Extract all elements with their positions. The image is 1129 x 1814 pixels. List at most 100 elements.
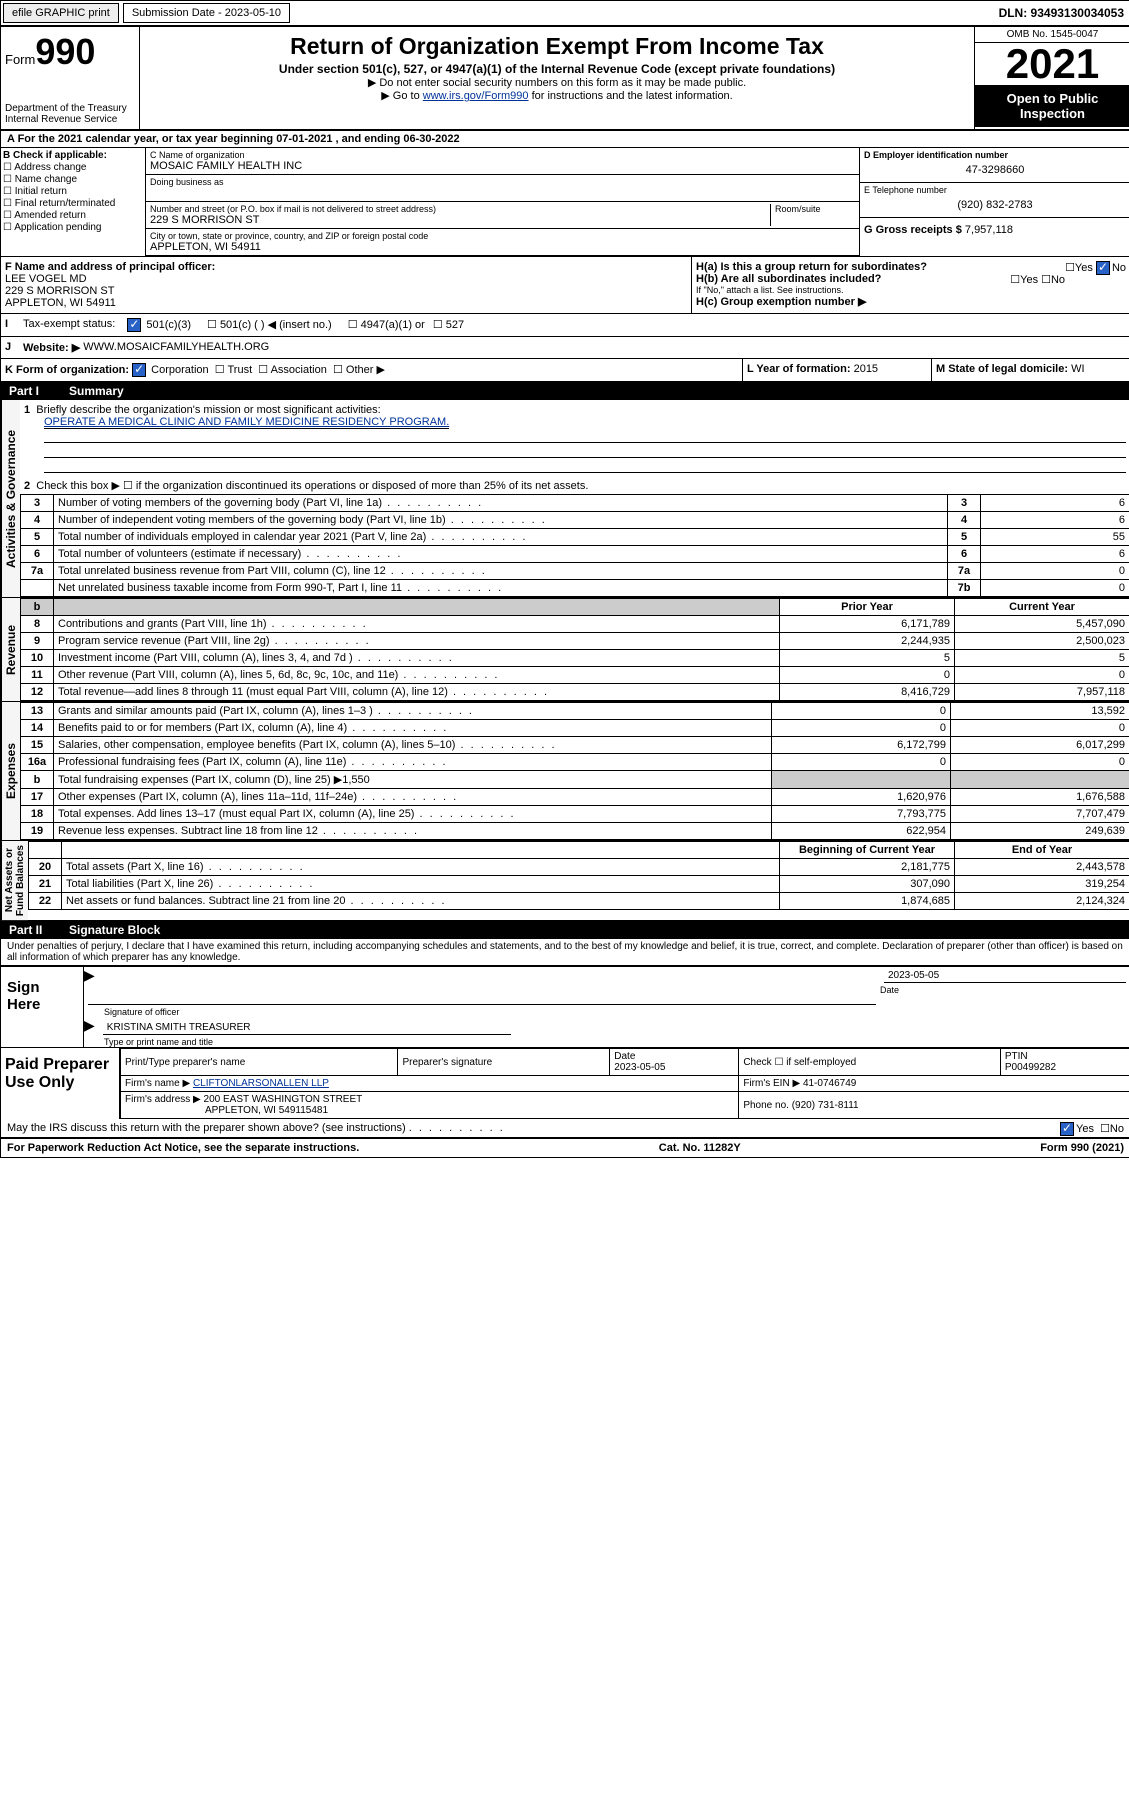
f-officer-label: F Name and address of principal officer: — [5, 261, 687, 273]
paperwork-notice: For Paperwork Reduction Act Notice, see … — [7, 1142, 359, 1154]
street-address: 229 S MORRISON ST — [150, 214, 770, 226]
form-number: 990 — [35, 31, 95, 72]
i-tax-status-label: Tax-exempt status: — [23, 318, 115, 332]
discuss-yes[interactable] — [1060, 1122, 1074, 1136]
website-url[interactable]: WWW.MOSAICFAMILYHEALTH.ORG — [83, 341, 269, 354]
firm-addr1: 200 EAST WASHINGTON STREET — [204, 1094, 363, 1105]
signer-name: KRISTINA SMITH TREASURER — [103, 1021, 511, 1035]
ha-group-return: H(a) Is this a group return for subordin… — [696, 261, 1126, 273]
cb-final-return[interactable]: ☐ Final return/terminated — [3, 198, 143, 209]
j-website-label: Website: ▶ — [23, 341, 80, 354]
signer-name-label: Type or print name and title — [84, 1037, 1129, 1047]
prep-sig-hdr: Preparer's signature — [398, 1049, 610, 1076]
hb-subordinates: H(b) Are all subordinates included? ☐Yes… — [696, 273, 1126, 285]
d-ein-label: D Employer identification number — [864, 150, 1126, 160]
hb-note: If "No," attach a list. See instructions… — [696, 285, 1126, 295]
officer-name: LEE VOGEL MD — [5, 273, 687, 285]
cb-address-change[interactable]: ☐ Address change — [3, 162, 143, 173]
k-other[interactable]: Other ▶ — [346, 364, 385, 376]
phone-value: (920) 832-2783 — [864, 195, 1126, 215]
dept-treasury: Department of the Treasury — [5, 103, 135, 114]
netassets-table: Beginning of Current YearEnd of Year20To… — [28, 841, 1129, 910]
perjury-declaration: Under penalties of perjury, I declare th… — [1, 939, 1129, 965]
firm-phone: (920) 731-8111 — [792, 1100, 859, 1111]
firm-addr2: APPLETON, WI 549115481 — [205, 1105, 328, 1116]
officer-addr2: APPLETON, WI 54911 — [5, 297, 687, 309]
k-corp[interactable] — [132, 363, 146, 377]
org-name: MOSAIC FAMILY HEALTH INC — [150, 160, 855, 172]
gross-receipts: 7,957,118 — [965, 224, 1013, 236]
room-label: Room/suite — [775, 204, 855, 214]
city-label: City or town, state or province, country… — [150, 231, 855, 241]
ha-no-checked[interactable] — [1096, 261, 1110, 275]
prep-selfemp[interactable]: Check ☐ if self-employed — [739, 1049, 1001, 1076]
tab-revenue: Revenue — [1, 598, 20, 701]
submission-date: Submission Date - 2023-05-10 — [123, 3, 290, 23]
cat-no: Cat. No. 11282Y — [659, 1142, 741, 1154]
discuss-question: May the IRS discuss this return with the… — [7, 1122, 406, 1134]
i-501c[interactable]: ☐ 501(c) ( ) ◀ (insert no.) — [207, 318, 332, 332]
i-501c3[interactable]: 501(c)(3) — [127, 318, 191, 332]
governance-table: 3Number of voting members of the governi… — [20, 494, 1129, 597]
k-trust[interactable]: Trust — [228, 364, 253, 376]
state-domicile: WI — [1071, 363, 1084, 375]
dba-label: Doing business as — [150, 177, 855, 187]
goto-suffix: for instructions and the latest informat… — [529, 90, 733, 102]
b-header: B Check if applicable: — [3, 150, 143, 161]
part2-header: Part IISignature Block — [1, 921, 1129, 939]
mission-text[interactable]: OPERATE A MEDICAL CLINIC AND FAMILY MEDI… — [44, 416, 449, 429]
hc-exemption: H(c) Group exemption number ▶ — [696, 295, 1126, 308]
c-name-label: C Name of organization — [150, 150, 855, 160]
form-label: Form — [5, 52, 35, 67]
part1-header: Part ISummary — [1, 382, 1129, 400]
sig-officer-label: Signature of officer — [84, 1007, 880, 1017]
g-gross-label: G Gross receipts $ — [864, 224, 962, 236]
top-toolbar: efile GRAPHIC print Submission Date - 20… — [1, 1, 1129, 27]
revenue-table: bPrior YearCurrent Year8Contributions an… — [20, 598, 1129, 701]
i-4947[interactable]: ☐ 4947(a)(1) or — [348, 318, 425, 332]
dln: DLN: 93493130034053 — [993, 3, 1129, 23]
tab-governance: Activities & Governance — [1, 400, 20, 597]
cb-app-pending[interactable]: ☐ Application pending — [3, 222, 143, 233]
city-state-zip: APPLETON, WI 54911 — [150, 241, 855, 253]
form-header: Form990 Department of the Treasury Inter… — [1, 27, 1129, 131]
ein-value: 47-3298660 — [864, 160, 1126, 180]
line-a-taxyear: A For the 2021 calendar year, or tax yea… — [1, 131, 1129, 148]
l2-checkbox-text: Check this box ▶ ☐ if the organization d… — [36, 480, 588, 492]
prep-name-hdr: Print/Type preparer's name — [121, 1049, 398, 1076]
footer: For Paperwork Reduction Act Notice, see … — [1, 1138, 1129, 1157]
l1-mission-label: Briefly describe the organization's miss… — [36, 404, 380, 416]
m-state-label: M State of legal domicile: — [936, 363, 1068, 375]
cb-name-change[interactable]: ☐ Name change — [3, 174, 143, 185]
form-title: Return of Organization Exempt From Incom… — [144, 33, 970, 60]
i-527[interactable]: ☐ 527 — [433, 318, 464, 332]
goto-prefix: ▶ Go to — [381, 90, 422, 102]
efile-button[interactable]: efile GRAPHIC print — [3, 3, 119, 23]
tax-year: 2021 — [975, 43, 1129, 85]
irs-link[interactable]: www.irs.gov/Form990 — [423, 90, 529, 102]
irs-label: Internal Revenue Service — [5, 114, 135, 125]
l-year-label: L Year of formation: — [747, 363, 851, 375]
note-ssn: ▶ Do not enter social security numbers o… — [144, 76, 970, 89]
paid-preparer-label: Paid Preparer Use Only — [1, 1048, 120, 1119]
expenses-table: 13Grants and similar amounts paid (Part … — [20, 702, 1129, 840]
sign-date: 2023-05-05 — [884, 969, 1126, 983]
k-form-org-label: K Form of organization: — [5, 364, 129, 376]
tab-expenses: Expenses — [1, 702, 20, 840]
prep-date: 2023-05-05 — [614, 1062, 665, 1073]
officer-addr1: 229 S MORRISON ST — [5, 285, 687, 297]
sign-here-label: Sign Here — [1, 967, 84, 1047]
firm-ein: 41-0746749 — [803, 1078, 856, 1089]
section-b-checkboxes: B Check if applicable: ☐ Address change … — [1, 148, 146, 256]
cb-amended[interactable]: ☐ Amended return — [3, 210, 143, 221]
addr-label: Number and street (or P.O. box if mail i… — [150, 204, 770, 214]
preparer-table: Print/Type preparer's namePreparer's sig… — [120, 1048, 1129, 1119]
firm-name[interactable]: CLIFTONLARSONALLEN LLP — [193, 1078, 329, 1089]
ptin-value: P00499282 — [1005, 1062, 1056, 1073]
open-to-public: Open to Public Inspection — [975, 85, 1129, 127]
sign-date-label: Date — [880, 985, 1129, 995]
cb-initial-return[interactable]: ☐ Initial return — [3, 186, 143, 197]
form-ref: Form 990 (2021) — [1040, 1142, 1124, 1154]
tab-netassets: Net Assets orFund Balances — [1, 841, 28, 920]
k-assoc[interactable]: Association — [271, 364, 327, 376]
